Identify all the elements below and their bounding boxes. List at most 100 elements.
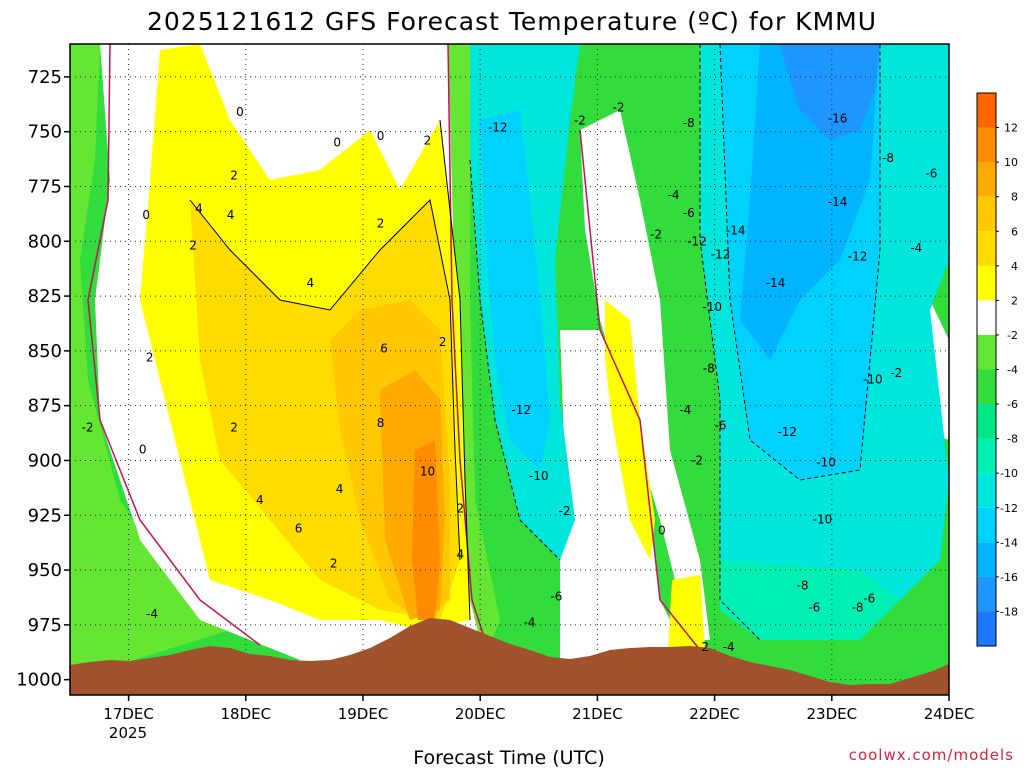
contour-label: -8 [852, 600, 864, 614]
contour-label: 2 [424, 133, 432, 147]
colorbar-label: 12 [1004, 122, 1018, 135]
x-tick-label: 24DEC [924, 705, 975, 723]
contour-label: 6 [380, 342, 388, 356]
fill-region-darkorange-warm [412, 440, 440, 620]
fill-region-yellow-21dec [605, 300, 655, 560]
colorbar-swatch [977, 300, 996, 335]
contour-line-neg4-east [469, 159, 561, 561]
contour-label: 2 [230, 421, 238, 435]
y-tick-label: 775 [28, 176, 62, 197]
y-tick-label: 850 [28, 341, 62, 362]
colorbar-swatch [977, 196, 996, 232]
credit-text[interactable]: coolwx.com/models [849, 746, 1014, 764]
y-tick-label: 925 [28, 505, 62, 526]
contour-label: -2 [82, 421, 94, 435]
contour-line-neg8-east [699, 44, 761, 641]
contour-label: -4 [146, 607, 158, 621]
contour-label: -12 [711, 247, 731, 261]
contour-line-zero-west [87, 44, 261, 646]
contour-label: 0 [236, 105, 244, 119]
fill-region-lightblue-22dec [720, 560, 900, 640]
contour-label: -6 [808, 600, 820, 614]
contour-label: 2 [146, 350, 154, 364]
contour-label: 2 [456, 502, 464, 516]
contour-label: 4 [456, 548, 464, 562]
y-tick-label: 950 [28, 560, 62, 581]
colorbar-swatch [977, 404, 996, 439]
contour-label: -10 [529, 469, 549, 483]
colorbar-label: -14 [1000, 536, 1018, 549]
contour-label: 2 [230, 169, 238, 183]
colorbar-swatch [977, 334, 996, 370]
contour-label: 0 [333, 136, 341, 150]
x-tick-label: 19DEC [338, 705, 389, 723]
contour-line-4-center [189, 198, 461, 561]
contour-label: -2 [613, 101, 625, 115]
y-tick-label: 1000 [16, 670, 62, 691]
contour-label: 2 [189, 239, 197, 253]
contour-label: -4 [523, 616, 535, 630]
y-tick-label: 900 [28, 450, 62, 471]
contour-label: 8 [377, 416, 385, 430]
fill-region-green-west-inner [70, 44, 230, 680]
contour-label: 0 [658, 524, 666, 538]
colorbar-label: -6 [1007, 398, 1018, 411]
contour-line-2-center [439, 119, 471, 621]
contour-label: -4 [723, 640, 735, 654]
contour-label: -12 [488, 120, 508, 134]
colorbar-swatch [977, 265, 996, 301]
contour-label: -14 [828, 195, 848, 209]
colorbar-swatch [977, 231, 996, 266]
colorbar-swatch [977, 542, 996, 577]
contour-label: 4 [195, 201, 203, 215]
fill-region-white-east-1 [560, 330, 690, 660]
y-tick-label: 800 [28, 231, 62, 252]
contour-label: 4 [306, 276, 314, 290]
contour-label: -10 [863, 372, 883, 386]
contour-label: -8 [703, 361, 715, 375]
contour-label: 2 [330, 556, 338, 570]
x-tick-label: 17DEC [103, 705, 154, 723]
colorbar-swatch [977, 611, 996, 646]
y-tick-label: 825 [28, 286, 62, 307]
contour-label: -8 [683, 116, 695, 130]
contour-label: -2 [559, 504, 571, 518]
colorbar-label: 10 [1004, 156, 1018, 169]
contour-label: 2 [701, 640, 709, 654]
contour-label: 4 [256, 493, 264, 507]
contour-label: -2 [890, 366, 902, 380]
contour-label: -4 [910, 241, 922, 255]
fill-region-yellow-22dec [668, 575, 705, 650]
contour-label: -12 [687, 234, 707, 248]
contour-label: -8 [882, 151, 894, 165]
x-axis: 17DEC 18DEC 19DEC 20DEC 21DEC 22DEC 23DEC 24DEC [103, 695, 974, 723]
contour-label: -10 [816, 456, 836, 470]
colorbar-label: -12 [1000, 502, 1018, 515]
colorbar-label: 8 [1011, 191, 1018, 204]
colorbar-label: -4 [1007, 364, 1018, 377]
contour-label: 6 [295, 521, 303, 535]
y-tick-label: 725 [28, 67, 62, 88]
fill-region-white-east-2 [580, 110, 710, 640]
contour-label: -6 [863, 592, 875, 606]
contour-label: -6 [925, 166, 937, 180]
plot-frame [69, 43, 950, 696]
contour-label: -14 [766, 276, 786, 290]
contour-label: -8 [797, 578, 809, 592]
contour-label: -2 [691, 453, 703, 467]
contour-label: 4 [336, 482, 344, 496]
contour-label: -6 [683, 206, 695, 220]
colorbar-label: -10 [1000, 467, 1018, 480]
contour-label: 0 [142, 208, 150, 222]
colorbar-swatch [977, 576, 996, 612]
contour-label: -12 [777, 425, 797, 439]
contour-label: -4 [668, 188, 680, 202]
contour-label: -2 [574, 114, 586, 128]
x-tick-label: 20DEC [455, 705, 506, 723]
colorbar-swatch [977, 507, 996, 543]
x-tick-label: 21DEC [572, 705, 623, 723]
contour-label: -6 [714, 418, 726, 432]
contour-label: 4 [227, 208, 235, 222]
contour-label: -10 [702, 300, 722, 314]
contour-label: -4 [679, 403, 691, 417]
